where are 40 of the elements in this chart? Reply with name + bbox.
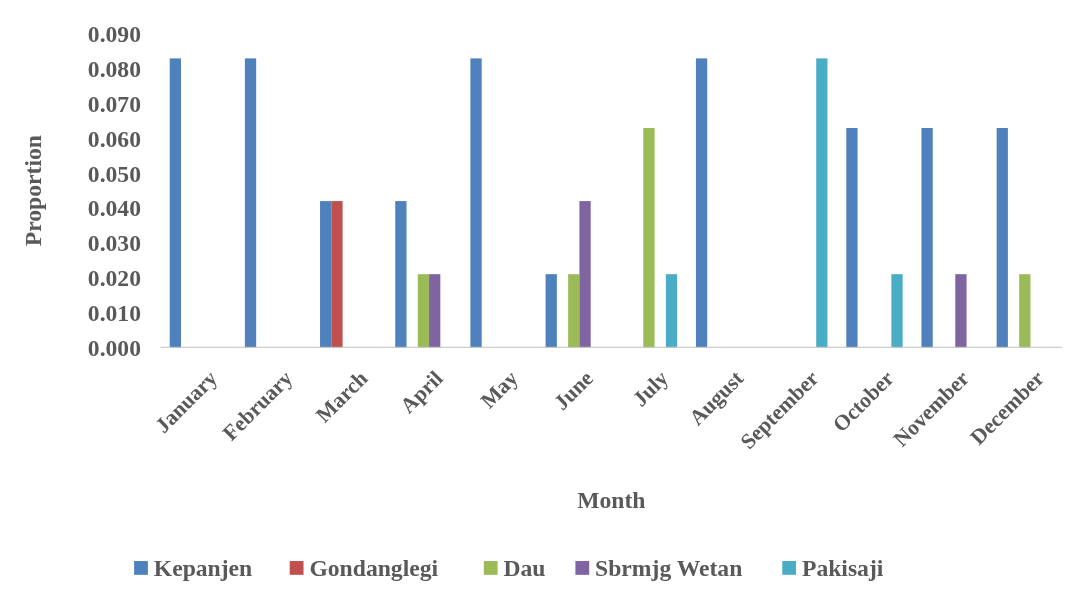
x-tick-label: May [475,366,523,413]
bar [955,274,967,348]
x-tick-label: July [628,366,674,412]
y-tick-label: 0.040 [87,195,141,222]
legend-label: Kepanjen [153,555,253,582]
bar [816,58,828,348]
legend-label: Sbrmjg Wetan [595,555,743,582]
bar [846,128,858,348]
y-tick-label: 0.010 [87,299,141,326]
bar [568,274,580,348]
bar [996,128,1008,348]
y-tick-label: 0.050 [87,160,141,187]
y-tick-label: 0.080 [87,56,141,83]
y-tick-label: 0.030 [87,230,141,257]
legend-label: Gondanglegi [309,555,439,582]
bar [169,58,181,348]
bar [320,201,332,348]
legend-label: Dau [503,555,546,582]
x-axis-title: Month [577,486,646,513]
bar [921,128,933,348]
bar [331,201,343,348]
bar [417,274,430,348]
y-tick-label: 0.070 [87,90,141,117]
bar [695,58,708,348]
bar [643,128,655,348]
y-tick-label: 0.000 [87,334,141,361]
bar [244,58,257,348]
bar [579,201,591,348]
y-tick-label: 0.060 [87,125,141,152]
bar [891,274,903,348]
bar [470,58,482,348]
bar [395,201,407,348]
bar [1019,274,1031,348]
y-tick-label: 0.020 [87,264,141,291]
bar [545,274,557,348]
y-tick-label: 0.090 [87,21,141,48]
bar [665,274,678,348]
legend-label: Pakisaji [801,555,884,582]
bar [429,274,441,348]
y-axis-title: Proportion [20,135,47,247]
